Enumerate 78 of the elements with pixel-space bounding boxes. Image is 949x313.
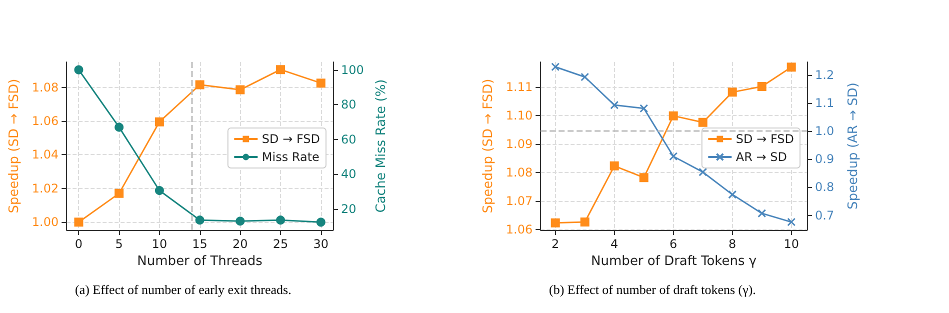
- point: [640, 104, 648, 113]
- y-tick-label: 1.02: [32, 181, 59, 196]
- point: [757, 82, 766, 91]
- text: (b) Effect of number of draft tokens (γ).: [549, 282, 756, 297]
- legend-label: AR → SD: [736, 150, 788, 164]
- x-tick-label: 2: [552, 237, 560, 251]
- x-tick-label: 10: [152, 237, 168, 251]
- point: [551, 62, 560, 72]
- legend-label: SD → FSD: [262, 132, 320, 146]
- point: [316, 218, 326, 227]
- y-tick-label: 1.07: [506, 194, 533, 208]
- y2-axis-title: Cache Miss Rate (%): [374, 79, 389, 213]
- x-tick-label: 5: [115, 237, 123, 251]
- legend-label: SD → FSD: [736, 132, 794, 146]
- x-tick-label: 6: [670, 237, 678, 251]
- point: [550, 218, 560, 228]
- x-axis-title: Number of Threads: [137, 254, 263, 269]
- y2-tick-label: 1.2: [815, 68, 834, 82]
- y2-tick-label: 20: [341, 202, 356, 216]
- point: [114, 122, 124, 132]
- y-tick-label: 1.08: [506, 165, 533, 180]
- point: [74, 65, 84, 74]
- point: [669, 152, 678, 161]
- x-axis-title: Number of Draft Tokens γ: [591, 254, 757, 269]
- point: [154, 186, 164, 196]
- y-tick-label: 1.04: [32, 148, 59, 162]
- x-tick-label: 20: [232, 237, 248, 251]
- point: [610, 161, 619, 170]
- point: [610, 100, 619, 110]
- y-tick-label: 1.10: [506, 108, 533, 123]
- point: [668, 111, 678, 120]
- y2-tick-label: 0.9: [815, 152, 834, 166]
- point: [787, 218, 796, 226]
- y2-tick-label: 40: [341, 167, 356, 182]
- point: [728, 88, 737, 97]
- x-tick-label: 4: [610, 237, 618, 251]
- point: [698, 168, 708, 176]
- x-tick-label: 15: [192, 237, 208, 251]
- y-tick-label: 1.11: [506, 80, 533, 94]
- point: [195, 216, 204, 225]
- point: [236, 85, 245, 94]
- y2-tick-label: 80: [341, 98, 356, 112]
- text: (a) Effect of number of early exit threads.: [75, 282, 292, 297]
- y-axis-title: Speedup (SD → FSD): [481, 78, 496, 214]
- point: [786, 62, 796, 72]
- y-tick-label: 1.06: [506, 222, 533, 236]
- point: [758, 209, 766, 218]
- point: [114, 188, 124, 198]
- y-tick-label: 1.09: [506, 137, 533, 152]
- x-tick-label: 10: [784, 237, 800, 251]
- x-tick-label: 0: [74, 237, 83, 251]
- point: [639, 173, 648, 182]
- y-axis-title: Speedup (SD → FSD): [7, 78, 22, 214]
- point: [154, 117, 164, 126]
- point: [580, 218, 590, 227]
- legend-label: Miss Rate: [262, 150, 320, 164]
- x-tick-label: 8: [728, 237, 736, 251]
- point: [698, 118, 708, 127]
- point: [580, 72, 590, 82]
- x-tick-label: 30: [313, 237, 329, 251]
- point: [74, 218, 84, 227]
- point: [195, 80, 204, 90]
- y2-tick-label: 1.1: [815, 96, 834, 110]
- point: [316, 78, 326, 88]
- y2-tick-label: 60: [341, 132, 356, 146]
- y-tick-label: 1.00: [32, 215, 59, 230]
- y2-tick-label: 100: [341, 62, 364, 77]
- x-tick-label: 25: [272, 237, 288, 251]
- point: [276, 216, 286, 225]
- y-tick-label: 1.06: [32, 114, 59, 128]
- y2-axis-title: Speedup (AR → SD): [846, 82, 861, 210]
- point: [236, 216, 245, 226]
- y2-tick-label: 1.0: [815, 124, 834, 138]
- y2-tick-label: 0.8: [815, 180, 834, 194]
- y-tick-label: 1.08: [32, 80, 59, 94]
- point: [728, 190, 737, 199]
- point: [276, 65, 286, 74]
- y2-tick-label: 0.7: [815, 208, 834, 222]
